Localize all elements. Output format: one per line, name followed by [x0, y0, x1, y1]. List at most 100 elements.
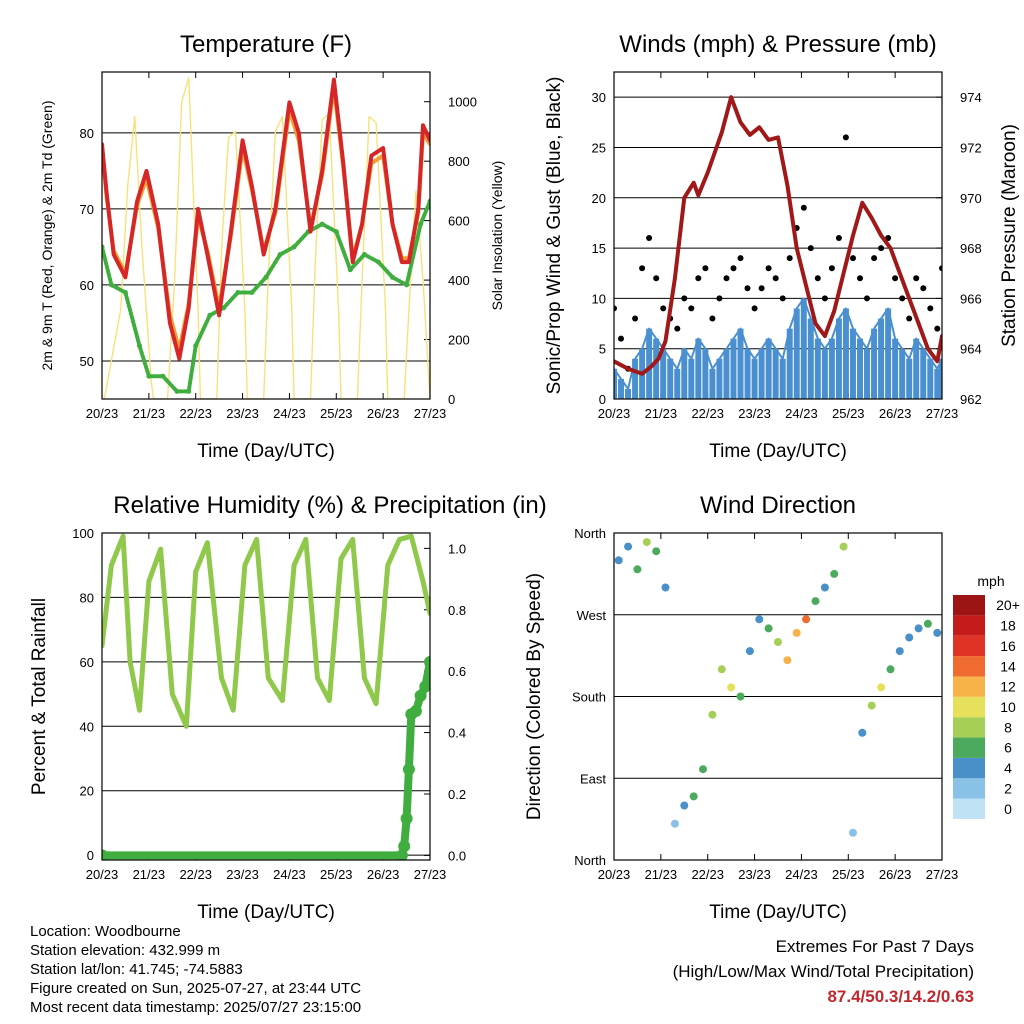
- dewpoint-point: [174, 388, 180, 394]
- colorbar-tick-label: 6: [1004, 740, 1012, 756]
- chart2-xtick-label: 25/23: [832, 406, 865, 421]
- wind-gust-point: [871, 255, 878, 262]
- wind-gust-point: [716, 295, 723, 302]
- chart3-xtick-label: 25/23: [320, 867, 353, 882]
- wind-direction-point: [614, 556, 623, 565]
- chart2-ylabel: Sonic/Prop Wind & Gust (Blue, Black): [544, 77, 565, 395]
- chart3-ytick-label: 0: [87, 848, 94, 863]
- wind-gust-point: [744, 285, 751, 292]
- wind-gust-point: [864, 295, 870, 302]
- dewpoint-point: [263, 274, 269, 280]
- dewpoint-point: [319, 221, 325, 227]
- chart1-xtick-label: 26/23: [367, 406, 400, 421]
- colorbar-swatch: [953, 737, 985, 758]
- wind-gust-point: [878, 245, 885, 252]
- dewpoint-point: [186, 388, 192, 394]
- wind-gust-point: [814, 275, 821, 282]
- wind-gust-point: [857, 275, 863, 282]
- chart4-xtick-label: 26/23: [879, 867, 912, 882]
- wind-gust-point: [850, 255, 856, 262]
- wind-gust-point: [913, 275, 920, 282]
- chart4-xtick-label: 25/23: [832, 867, 865, 882]
- wind-speed-line: [614, 297, 942, 390]
- dewpoint-point: [390, 274, 395, 280]
- colorbar-tick-label: 0: [1004, 801, 1012, 817]
- chart4-xtick-label: 20/23: [598, 867, 631, 882]
- chart4-xlabel: Time (Day/UTC): [709, 902, 847, 923]
- wind-direction-point: [717, 665, 726, 674]
- extremes-values: 87.4/50.3/14.2/0.63: [827, 987, 974, 1006]
- chart3-ytick-label: 60: [80, 655, 94, 670]
- dewpoint-point: [361, 252, 367, 257]
- chart3-ytick-right-label: 0.0: [448, 848, 466, 863]
- precipitation-point: [424, 656, 430, 668]
- chart1-ylabel: 2m & 9m T (Red, Orange) & 2m Td (Green): [39, 101, 55, 371]
- chart2-xtick-label: 26/23: [879, 406, 912, 421]
- chart2-ytick-right-label: 968: [960, 241, 982, 256]
- wind-gust-point: [934, 325, 941, 332]
- wind-gust-point: [660, 305, 667, 312]
- precipitation-point: [398, 840, 411, 853]
- wind-direction-point: [661, 583, 670, 592]
- chart1-xtick-label: 25/23: [320, 406, 353, 421]
- recent-data-line: Most recent data timestamp: 2025/07/27 2…: [30, 999, 362, 1016]
- wind-direction-point: [820, 583, 829, 592]
- wind-direction-point: [699, 765, 707, 774]
- precipitation-line: [102, 658, 430, 860]
- chart1-ytick-label: 70: [80, 202, 94, 217]
- wind-gust-point: [646, 235, 653, 241]
- wind-direction-point: [783, 656, 792, 665]
- wind-gust-point: [807, 245, 814, 252]
- chart2-xlabel: Time (Day/UTC): [709, 441, 847, 462]
- chart3-xtick-label: 27/23: [414, 867, 447, 882]
- relative-humidity-line: [102, 533, 430, 729]
- wind-gust-point: [618, 335, 624, 342]
- chart1-ytick-right-label: 200: [448, 333, 470, 348]
- station-info: Location: Woodbourne Station elevation: …: [30, 922, 361, 1017]
- chart3-xtick-label: 22/23: [179, 867, 212, 882]
- chart2-xtick-label: 23/23: [738, 406, 771, 421]
- wind-direction-point: [727, 683, 736, 692]
- dewpoint-point: [122, 290, 128, 295]
- chart2-title: Winds (mph) & Pressure (mb): [619, 31, 936, 58]
- chart2-ytick-right-label: 970: [960, 191, 982, 206]
- chart3-xtick-label: 23/23: [226, 867, 259, 882]
- wind-gust-point: [828, 265, 835, 272]
- dewpoint-point: [277, 252, 283, 257]
- precipitation-point: [402, 763, 415, 776]
- colorbar-swatch: [953, 595, 985, 616]
- chart4-ytick-label: East: [580, 771, 606, 786]
- precipitation-point: [414, 689, 427, 702]
- chart3-ytick-label: 40: [80, 719, 94, 734]
- dewpoint-point: [146, 373, 152, 379]
- dewpoint-point: [102, 244, 105, 250]
- wind-direction-point: [895, 647, 904, 656]
- wind-gust-point: [737, 255, 744, 262]
- chart3-ytick-right-label: 0.6: [448, 664, 466, 679]
- wind-direction-point: [774, 638, 782, 646]
- wind-gust-point: [688, 305, 695, 312]
- chart2-ytick-label: 10: [592, 291, 606, 306]
- colorbar-swatch: [953, 717, 985, 738]
- chart3-ytick-right-label: 0.4: [448, 726, 466, 741]
- wind-direction-point: [811, 597, 820, 606]
- chart3-ytick-label: 100: [72, 526, 94, 541]
- colorbar-tick-label: 8: [1004, 719, 1012, 735]
- wind-direction-point: [933, 628, 942, 637]
- wind-direction-point: [802, 615, 811, 624]
- wind-direction-point: [680, 801, 689, 810]
- chart2-ytick-label: 5: [599, 342, 606, 357]
- colorbar-swatch: [953, 778, 985, 799]
- location-line: Location: Woodbourne: [30, 923, 181, 940]
- wind-direction-point: [652, 547, 661, 556]
- wind-gust-point: [927, 305, 934, 312]
- colorbar-tick-label: 18: [1000, 618, 1016, 634]
- chart1-frame: [101, 71, 431, 400]
- wind-gust-point: [786, 255, 793, 262]
- chart2-ytick-label: 20: [592, 191, 606, 206]
- dewpoint-point: [291, 244, 297, 250]
- dewpoint-point: [418, 221, 424, 227]
- wind-gust-point: [765, 265, 772, 272]
- wind-gust-point: [702, 265, 709, 272]
